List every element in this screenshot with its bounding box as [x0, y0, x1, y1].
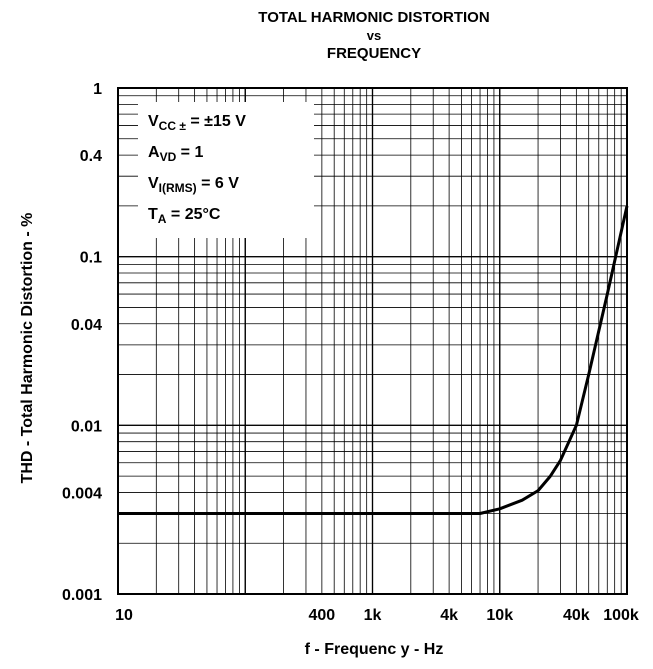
y-tick-label: 0.004 [62, 485, 102, 502]
chart-title-line-2: vs [367, 28, 381, 43]
plot-frame [117, 87, 628, 595]
x-tick-labels: 10 400 1k 4k 10k 40k 100k [115, 607, 639, 624]
thd-curve [118, 205, 629, 515]
chart-title: TOTAL HARMONIC DISTORTION vs FREQUENCY [258, 9, 489, 62]
x-tick-label: 100k [603, 607, 639, 624]
condition-line: VCC ± = ±15 V [148, 113, 246, 133]
series-layer [118, 205, 629, 515]
y-axis-label: THD - Total Harmonic Distortion - % [19, 213, 36, 484]
y-tick-label: 0.01 [71, 418, 102, 435]
x-tick-label: 10k [486, 607, 513, 624]
x-tick-label: 4k [440, 607, 458, 624]
x-tick-label: 400 [309, 607, 336, 624]
conditions-box: VCC ± = ±15 V AVD = 1 VI(RMS) = 6 V TA = 25… [138, 102, 314, 238]
x-tick-label: 10 [115, 607, 133, 624]
x-axis-label: f - Frequenc y - Hz [305, 641, 444, 658]
y-tick-label: 1 [93, 81, 102, 98]
chart-title-line-3: FREQUENCY [327, 45, 421, 62]
y-tick-label: 0.04 [71, 317, 102, 334]
y-tick-labels: 1 0.4 0.1 0.04 0.01 0.004 0.001 [62, 81, 102, 604]
chart-title-line-1: TOTAL HARMONIC DISTORTION [258, 9, 489, 26]
y-tick-label: 0.001 [62, 587, 102, 604]
condition-line: VI(RMS) = 6 V [148, 175, 239, 195]
condition-line: AVD = 1 [148, 144, 203, 164]
conditions-box-background [138, 102, 314, 238]
x-tick-label: 1k [364, 607, 382, 624]
condition-line: TA = 25°C [148, 206, 221, 226]
x-tick-label: 40k [563, 607, 590, 624]
y-tick-label: 0.4 [80, 148, 102, 165]
y-tick-label: 0.1 [80, 250, 102, 267]
